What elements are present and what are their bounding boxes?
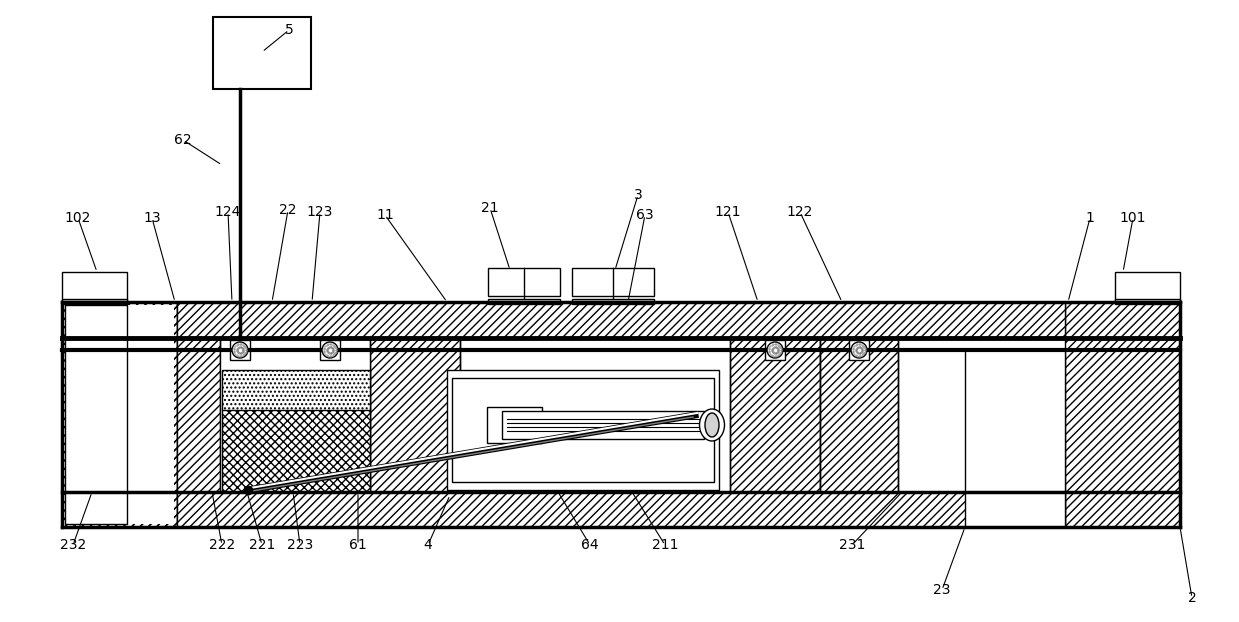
Bar <box>320 340 339 360</box>
Bar <box>213 17 311 89</box>
Text: 211: 211 <box>652 538 678 552</box>
Circle shape <box>851 342 867 358</box>
Bar <box>62 302 177 527</box>
Bar <box>452 378 714 482</box>
Text: 22: 22 <box>279 203 297 217</box>
Bar <box>64 305 128 524</box>
Ellipse shape <box>705 413 719 437</box>
Bar <box>487 407 541 443</box>
Text: 2: 2 <box>1188 591 1197 605</box>
Text: 221: 221 <box>249 538 275 552</box>
Text: 3: 3 <box>633 188 642 202</box>
Ellipse shape <box>700 409 725 441</box>
Bar <box>488 299 560 304</box>
Text: 62: 62 <box>175 133 192 147</box>
Bar <box>64 305 173 524</box>
Bar <box>222 408 370 492</box>
Text: 61: 61 <box>349 538 367 552</box>
Text: 223: 223 <box>287 538 313 552</box>
Bar <box>849 340 869 360</box>
Text: 121: 121 <box>715 205 741 219</box>
Text: 64: 64 <box>581 538 598 552</box>
Text: 123: 123 <box>307 205 333 219</box>
Bar <box>965 350 1066 527</box>
Bar <box>62 272 128 302</box>
Text: 222: 222 <box>209 538 235 552</box>
Bar <box>221 350 370 492</box>
Bar <box>230 340 250 360</box>
Bar <box>370 338 460 492</box>
Bar <box>502 411 704 439</box>
Circle shape <box>767 342 783 358</box>
Bar <box>1066 302 1180 527</box>
Text: 231: 231 <box>839 538 865 552</box>
Bar <box>177 492 1066 527</box>
Bar <box>572 268 654 296</box>
Bar <box>764 340 786 360</box>
Text: 102: 102 <box>64 211 92 225</box>
Bar <box>730 338 820 492</box>
Text: 23: 23 <box>933 583 950 597</box>
Text: 13: 13 <box>144 211 161 225</box>
Text: 4: 4 <box>424 538 432 552</box>
Text: 21: 21 <box>481 201 499 215</box>
Text: 101: 101 <box>1120 211 1146 225</box>
Bar <box>488 268 560 296</box>
Text: 122: 122 <box>787 205 813 219</box>
Bar <box>1115 272 1180 302</box>
Bar <box>447 370 719 490</box>
Text: 5: 5 <box>285 23 294 37</box>
Text: 232: 232 <box>59 538 87 552</box>
Text: 1: 1 <box>1085 211 1094 225</box>
Circle shape <box>232 342 248 358</box>
Bar <box>222 370 370 410</box>
Bar <box>1115 299 1180 304</box>
Text: 124: 124 <box>214 205 242 219</box>
Bar <box>62 299 128 304</box>
Bar <box>177 302 1066 338</box>
Bar <box>177 338 221 492</box>
Bar <box>62 302 177 527</box>
Text: 11: 11 <box>377 208 394 222</box>
Bar <box>572 299 654 304</box>
Circle shape <box>322 342 338 358</box>
Text: 63: 63 <box>636 208 654 222</box>
Bar <box>820 338 898 492</box>
